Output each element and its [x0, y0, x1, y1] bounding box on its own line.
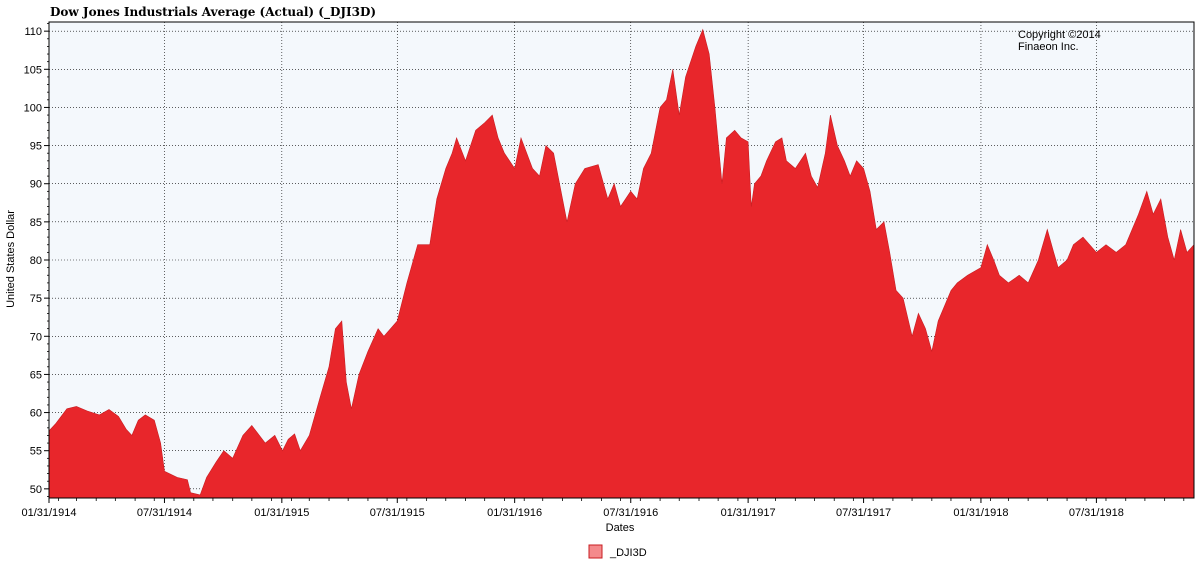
x-tick-label: 01/31/1918: [953, 507, 1008, 519]
y-axis-label: United States Dollar: [5, 210, 17, 308]
y-tick-label: 90: [30, 179, 42, 191]
copyright-line-1: Copyright ©2014: [1018, 29, 1101, 41]
x-tick-label: 07/31/1918: [1069, 507, 1124, 519]
x-tick-label: 01/31/1915: [254, 507, 309, 519]
x-tick-label: 07/31/1917: [836, 507, 891, 519]
chart-title: Dow Jones Industrials Average (Actual) (…: [50, 5, 376, 20]
x-axis: 01/31/1914 07/31/1914 01/31/1915 07/31/1915…: [21, 498, 1185, 519]
y-tick-label: 105: [24, 64, 42, 76]
y-tick-label: 50: [30, 484, 42, 496]
y-tick-label: 60: [30, 408, 42, 420]
x-tick-label: 07/31/1915: [370, 507, 425, 519]
x-tick-label: 01/31/1916: [487, 507, 542, 519]
y-tick-label: 70: [30, 331, 42, 343]
y-tick-label: 100: [24, 102, 42, 114]
x-tick-label: 07/31/1916: [603, 507, 658, 519]
y-tick-label: 110: [24, 26, 42, 38]
y-tick-label: 80: [30, 255, 42, 267]
y-tick-label: 85: [30, 217, 42, 229]
y-tick-label: 55: [30, 446, 42, 458]
y-tick-label: 75: [30, 293, 42, 305]
y-tick-label: 65: [30, 369, 42, 381]
legend: _DJI3D: [588, 544, 647, 559]
copyright-line-2: Finaeon Inc.: [1018, 41, 1079, 53]
legend-label: _DJI3D: [609, 547, 647, 559]
x-tick-label: 01/31/1914: [21, 507, 76, 519]
series-area-_DJI3D: [48, 28, 1195, 499]
x-tick-label: 07/31/1914: [137, 507, 192, 519]
x-tick-label: 01/31/1917: [721, 507, 776, 519]
legend-swatch: [588, 544, 603, 559]
plot-border: [48, 21, 1195, 499]
x-axis-label: Dates: [606, 522, 635, 534]
y-axis: 50 55 60 65 70 75 80 85 90 95 100 105 110: [24, 23, 49, 497]
y-tick-label: 95: [30, 141, 42, 153]
